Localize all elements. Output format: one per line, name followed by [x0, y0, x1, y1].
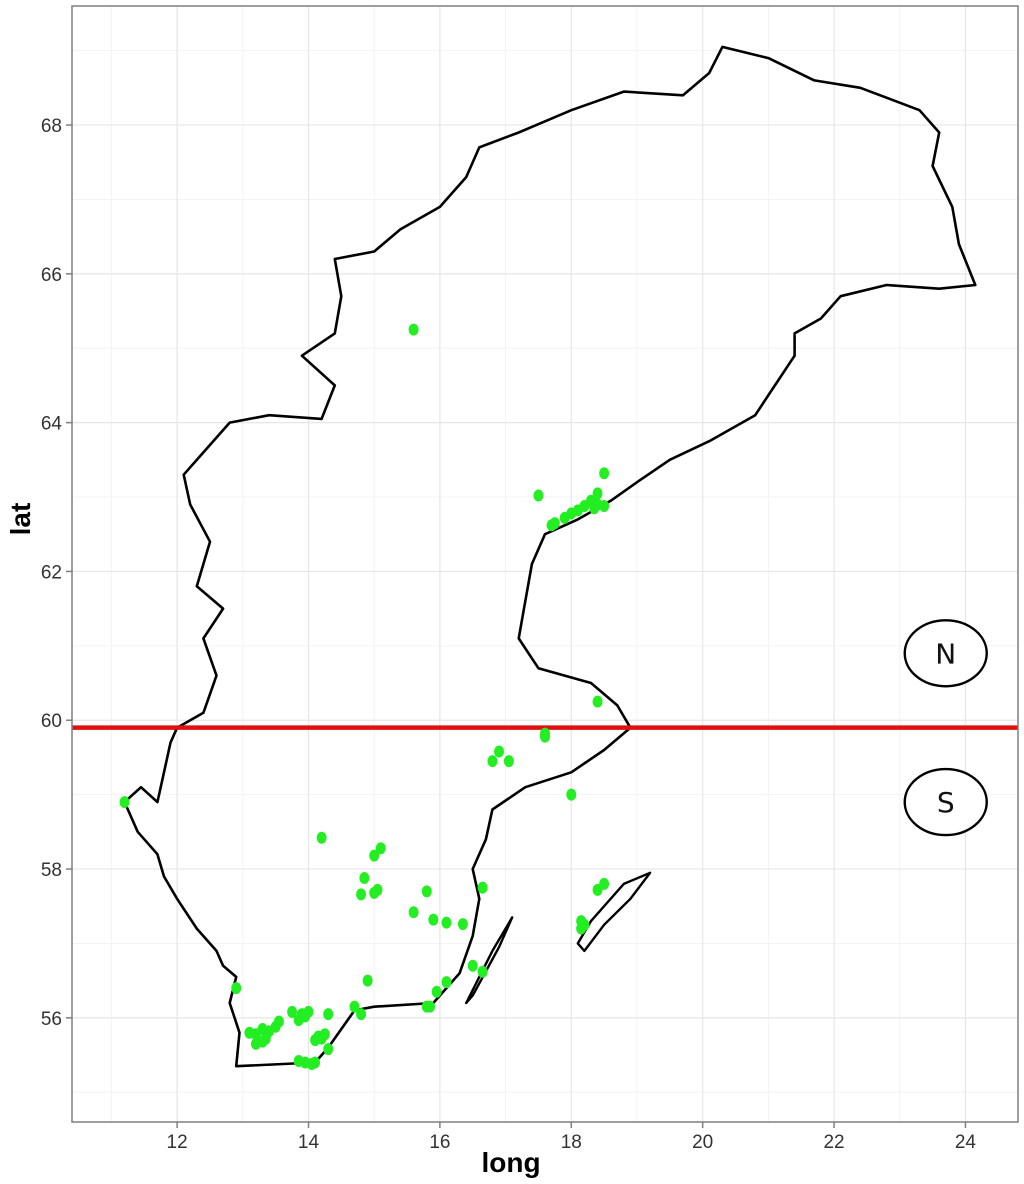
x-tick-label: 16 [429, 1132, 450, 1153]
island-outline [576, 871, 652, 953]
sweden-outline [123, 45, 977, 1068]
data-point [369, 886, 380, 899]
mainland-outline [123, 45, 977, 1068]
data-point [408, 906, 419, 919]
data-point [231, 982, 242, 995]
observation-points [119, 323, 610, 1070]
data-point [310, 1056, 321, 1069]
data-point [319, 1028, 330, 1041]
data-point [375, 842, 386, 855]
x-tick-label: 14 [298, 1132, 320, 1153]
x-tick-label: 20 [692, 1132, 713, 1153]
data-point [549, 517, 560, 530]
zone-ellipse [903, 619, 988, 688]
y-tick-label: 68 [41, 116, 62, 137]
data-point [428, 913, 439, 926]
data-point [369, 849, 380, 862]
data-point [356, 1008, 367, 1021]
x-tick-label: 24 [955, 1132, 977, 1153]
y-tick-label: 64 [41, 414, 63, 435]
data-point [477, 965, 488, 978]
data-point [356, 888, 367, 901]
data-point [359, 871, 370, 884]
data-point [287, 1005, 298, 1018]
data-point [425, 1000, 436, 1013]
y-tick-label: 62 [41, 562, 62, 583]
data-point [487, 755, 498, 768]
zone-ellipse [903, 767, 988, 837]
data-point [441, 976, 452, 989]
data-point [293, 1014, 304, 1027]
data-point [119, 796, 130, 809]
y-tick-label: 58 [41, 860, 62, 881]
data-point [441, 916, 452, 929]
data-point [503, 755, 514, 768]
data-point [323, 1008, 334, 1021]
data-point [599, 467, 610, 480]
data-point [349, 1000, 360, 1013]
zone-labels: NS [903, 619, 988, 837]
data-point [457, 918, 468, 931]
data-point [533, 489, 544, 502]
data-point [408, 323, 419, 336]
data-point [576, 922, 587, 935]
data-point [540, 730, 550, 743]
x-tick-label: 18 [561, 1132, 582, 1153]
y-tick-label: 56 [41, 1009, 62, 1030]
data-point [310, 1034, 321, 1047]
y-axis-title: lat [5, 503, 36, 536]
data-point [599, 877, 610, 890]
x-tick-label: 22 [823, 1132, 844, 1153]
data-point [599, 499, 610, 512]
data-point [566, 788, 577, 801]
zone-label-n: N [935, 637, 956, 670]
data-point [362, 974, 373, 987]
y-tick-label: 66 [41, 265, 62, 286]
zone-label-s: S [937, 786, 955, 819]
x-axis-ticks: 12 14 16 18 20 22 24 [167, 1122, 977, 1153]
data-point [592, 695, 603, 708]
data-point [477, 881, 488, 894]
data-point [323, 1043, 334, 1056]
data-point [467, 959, 478, 972]
panel-border [71, 5, 1019, 1123]
x-tick-label: 12 [167, 1132, 188, 1153]
data-point [559, 511, 570, 524]
minor-grid [72, 6, 1018, 1122]
y-tick-label: 60 [41, 711, 62, 732]
data-point [494, 745, 505, 758]
data-point [431, 985, 442, 998]
data-point [257, 1035, 268, 1048]
major-grid [72, 6, 1018, 1122]
x-axis-title: long [481, 1147, 540, 1178]
data-point [421, 885, 432, 898]
y-axis-ticks: 56 58 60 62 64 66 68 [41, 116, 72, 1030]
data-point [316, 831, 327, 844]
data-point [592, 487, 603, 500]
island-outline [465, 916, 514, 1005]
data-point [589, 502, 600, 515]
